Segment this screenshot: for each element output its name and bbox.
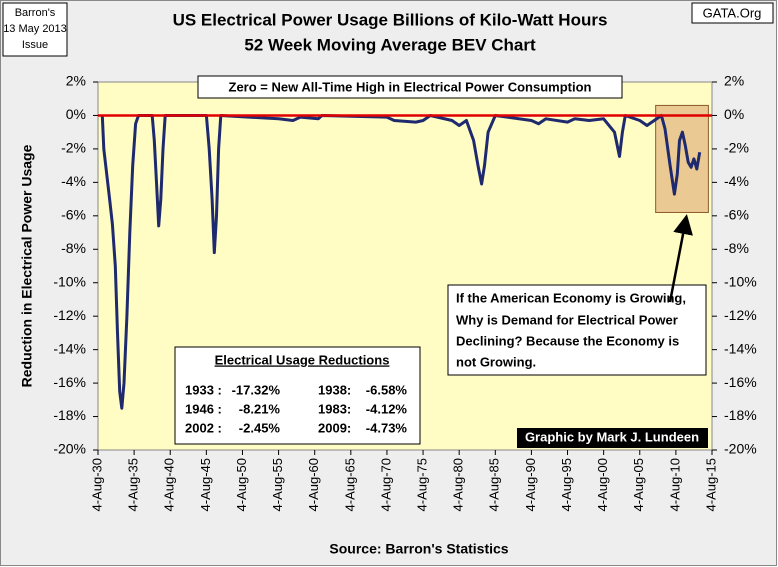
x-tick-label: 4-Aug-35 [126, 458, 141, 511]
note-box [197, 75, 623, 99]
table-cell: -2.45% [239, 420, 281, 435]
table-cell: -4.73% [366, 420, 408, 435]
comment: If the American Economy is Growing, [456, 290, 686, 305]
y-tick-label: -20% [53, 441, 86, 457]
x-tick-label: 4-Aug-80 [451, 458, 466, 511]
table-cell: -17.32% [232, 382, 281, 397]
comment: Why is Demand for Electrical Power [456, 312, 678, 327]
credit: Graphic by Mark J. Lundeen [525, 429, 699, 444]
x-tick-label: 4-Aug-40 [162, 458, 177, 511]
x-tick-label: 4-Aug-30 [89, 458, 104, 511]
source-text: 13 May 2013 [3, 23, 67, 35]
y2-tick-label: -8% [724, 240, 749, 256]
chart-title: US Electrical Power Usage Billions of Ki… [173, 10, 608, 29]
x-tick-label: 4-Aug-45 [198, 458, 213, 511]
x-tick-label: 4-Aug-05 [631, 458, 646, 511]
x-tick-label: 4-Aug-00 [595, 458, 610, 511]
table-box [174, 346, 421, 445]
x-tick-label: 4-Aug-75 [414, 458, 429, 511]
comment: not Growing. [456, 354, 536, 369]
site-box [691, 2, 774, 24]
x-tick-label: 4-Aug-50 [234, 458, 249, 511]
comment-box [447, 284, 707, 376]
y-tick-label: 2% [66, 73, 86, 89]
table-cell: -8.21% [239, 401, 281, 416]
x-tick-label: 4-Aug-70 [378, 458, 393, 511]
source-text: Issue [22, 39, 48, 51]
note: Zero = New All-Time High in Electrical P… [229, 79, 592, 94]
y2-tick-label: 0% [724, 106, 744, 122]
y-tick-label: -6% [61, 207, 86, 223]
y-tick-label: -4% [61, 173, 86, 189]
x-tick-label: 4-Aug-15 [703, 458, 718, 511]
x-tick-label: 4-Aug-65 [342, 458, 357, 511]
y-tick-label: -2% [61, 140, 86, 156]
y2-tick-label: -10% [724, 273, 757, 289]
y-tick-label: 0% [66, 106, 86, 122]
table-cell: -4.12% [366, 401, 408, 416]
table-cell: -6.58% [366, 382, 408, 397]
y2-tick-label: -4% [724, 173, 749, 189]
y-tick-label: -16% [53, 374, 86, 390]
y-tick-label: -10% [53, 273, 86, 289]
y-tick-label: -14% [53, 340, 86, 356]
y2-tick-label: -18% [724, 407, 757, 423]
y-tick-label: -8% [61, 240, 86, 256]
y-axis-label: Reduction in Electrical Power Usage [19, 144, 35, 387]
site: GATA.Org [703, 5, 762, 20]
chart-title: 52 Week Moving Average BEV Chart [244, 35, 536, 54]
x-tick-label: 4-Aug-60 [306, 458, 321, 511]
data-line [100, 114, 702, 410]
y-tick-label: -18% [53, 407, 86, 423]
y2-tick-label: -16% [724, 374, 757, 390]
x-axis-label: Source: Barron's Statistics [329, 541, 508, 557]
table-cell: 1938: [318, 382, 351, 397]
credit-box [517, 428, 708, 448]
x-tick-label: 4-Aug-55 [270, 458, 285, 511]
x-tick-label: 4-Aug-95 [559, 458, 574, 511]
comment: Declining? Because the Economy is [456, 333, 679, 348]
table-cell: 2009: [318, 420, 351, 435]
y-tick-label: -12% [53, 307, 86, 323]
x-tick-label: 4-Aug-85 [487, 458, 502, 511]
table-cell: 1946 : [185, 401, 222, 416]
source-text: Barron's [15, 7, 56, 19]
x-tick-label: 4-Aug-10 [667, 458, 682, 511]
y2-tick-label: -2% [724, 140, 749, 156]
y2-tick-label: -12% [724, 307, 757, 323]
source-box [2, 2, 68, 57]
table-cell: 1933 : [185, 382, 222, 397]
table-cell: 1983: [318, 401, 351, 416]
table-title: Electrical Usage Reductions [215, 352, 390, 367]
y2-tick-label: -6% [724, 207, 749, 223]
y2-tick-label: 2% [724, 73, 744, 89]
y2-tick-label: -20% [724, 441, 757, 457]
x-tick-label: 4-Aug-90 [523, 458, 538, 511]
y2-tick-label: -14% [724, 340, 757, 356]
arrow [668, 214, 693, 303]
table-cell: 2002 : [185, 420, 222, 435]
